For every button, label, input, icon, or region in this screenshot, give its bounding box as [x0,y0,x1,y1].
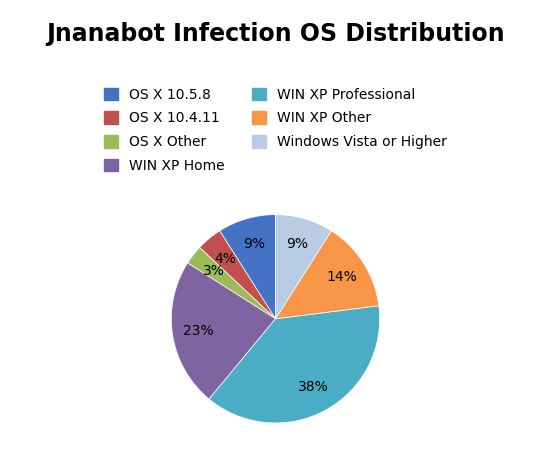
Text: 14%: 14% [326,270,357,284]
Legend: OS X 10.5.8, OS X 10.4.11, OS X Other, WIN XP Home, WIN XP Professional, WIN XP : OS X 10.5.8, OS X 10.4.11, OS X Other, W… [104,88,447,173]
Text: 23%: 23% [183,324,214,338]
Text: 9%: 9% [242,237,264,251]
Text: 4%: 4% [215,251,236,266]
Text: 38%: 38% [298,380,328,394]
Text: 9%: 9% [287,237,309,251]
Wedge shape [199,231,276,319]
Wedge shape [276,231,379,319]
Wedge shape [220,215,276,319]
Text: 3%: 3% [203,264,225,278]
Text: Jnanabot Infection OS Distribution: Jnanabot Infection OS Distribution [46,22,505,46]
Wedge shape [171,263,276,399]
Wedge shape [209,306,380,423]
Wedge shape [276,215,331,319]
Wedge shape [187,247,276,319]
